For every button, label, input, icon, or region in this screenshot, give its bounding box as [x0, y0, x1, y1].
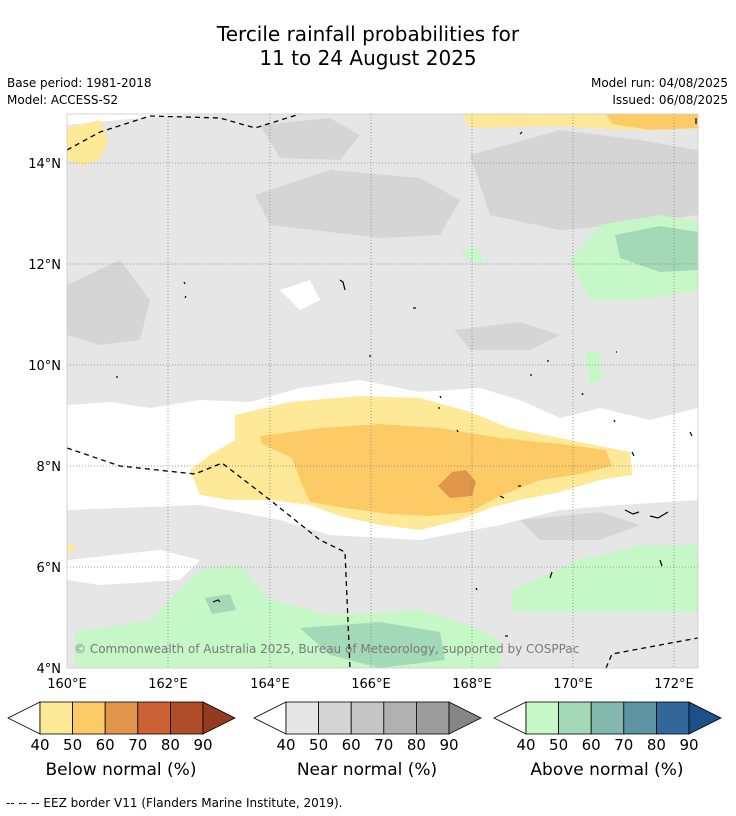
eez-footnote: -- -- -- EEZ border V11 (Flanders Marine…: [6, 796, 343, 810]
near-normal-50-c: [260, 118, 360, 160]
legend-below-swatch: [72, 701, 106, 735]
legend-above-tick: 40: [516, 736, 535, 754]
legend-above-swatch: [558, 701, 592, 735]
legend-below-tick: 50: [63, 736, 82, 754]
legend-below-tick: 70: [128, 736, 147, 754]
legend-below-swatch: [39, 701, 73, 735]
legend-near-low-arrow: [253, 701, 287, 735]
lon-label-172e: 172°E: [654, 677, 694, 692]
legend-near-tick: 80: [407, 736, 426, 754]
legend-above-swatch: [590, 701, 625, 735]
below-normal-40-spot: [67, 544, 74, 552]
legend-near-tick: 70: [374, 736, 393, 754]
title-line-2: 11 to 24 August 2025: [259, 46, 477, 70]
legend-below-tick: 80: [161, 736, 180, 754]
legend-below-tick: 60: [96, 736, 115, 754]
lat-label-8n: 8°N: [37, 460, 62, 475]
white-gap-1: [280, 280, 320, 310]
above-normal-40-spot: [585, 350, 602, 385]
legend-below-swatch: [104, 701, 139, 735]
below-normal-50-central: [260, 424, 612, 516]
above-normal-50-east: [615, 226, 698, 272]
legend-above-tick: 70: [614, 736, 633, 754]
lat-label-10n: 10°N: [28, 359, 61, 374]
lat-label-12n: 12°N: [28, 258, 61, 273]
legend-near-high-arrow: [448, 701, 482, 735]
near-normal-50-e: [455, 322, 560, 350]
map-frame: [66, 113, 699, 669]
legend-below-low-arrow: [7, 701, 41, 735]
legend-caption-below: Below normal (%): [45, 760, 197, 780]
legend-near-swatch: [415, 701, 450, 735]
legend-above-swatch: [623, 701, 657, 735]
lat-label-14n: 14°N: [28, 157, 61, 172]
above-normal-50-spot: [205, 594, 236, 614]
lat-label-4n: 4°N: [37, 662, 62, 677]
above-normal-50-south: [300, 622, 445, 668]
above-normal-40-southeast: [512, 545, 698, 612]
eez-borders: [66, 113, 699, 669]
near-normal-50-f: [520, 512, 640, 540]
below-normal-40-northwest: [67, 120, 108, 166]
legend-below-tick: 90: [193, 736, 212, 754]
near-normal-50-d: [67, 260, 150, 345]
lon-label-166e: 166°E: [351, 677, 391, 692]
legend-near-swatch: [285, 701, 319, 735]
legend-near-tick: 60: [342, 736, 361, 754]
lon-label-160e: 160°E: [47, 677, 87, 692]
legend-above-tick: 50: [549, 736, 568, 754]
white-gap-2: [67, 550, 200, 585]
legend-above-swatch: [656, 701, 690, 735]
legend-below-high-arrow: [202, 701, 236, 735]
issued-date: Issued: 06/08/2025: [612, 93, 728, 107]
base-period: Base period: 1981-2018: [7, 76, 152, 90]
lon-label-168e: 168°E: [452, 677, 492, 692]
legend-near-swatch: [318, 701, 352, 735]
below-normal-60-central: [438, 470, 476, 498]
islands: [116, 118, 697, 637]
model-run: Model run: 04/08/2025: [590, 76, 728, 90]
legend-near-tick: 40: [276, 736, 295, 754]
legend-caption-near: Near normal (%): [296, 760, 438, 780]
near-normal-50-b: [470, 130, 698, 230]
legend-below-swatch: [137, 701, 171, 735]
above-normal-40-spot-2: [462, 248, 484, 262]
legend-above-low-arrow: [493, 701, 527, 735]
copyright-note: © Commonwealth of Australia 2025, Bureau…: [74, 642, 579, 656]
legend-near-swatch: [383, 701, 417, 735]
legend-above-tick: 60: [582, 736, 601, 754]
lon-label-164e: 164°E: [250, 677, 290, 692]
lat-label-6n: 6°N: [37, 561, 62, 576]
legend-above-tick: 90: [679, 736, 698, 754]
legend-below-tick: 40: [30, 736, 49, 754]
legend-above-high-arrow: [688, 701, 722, 735]
legend-caption-above: Above normal (%): [530, 760, 684, 780]
legend-above-swatch: [525, 701, 559, 735]
lon-label-162e: 162°E: [148, 677, 188, 692]
model-name: Model: ACCESS-S2: [7, 93, 119, 107]
below-normal-50-north: [606, 114, 698, 130]
legend-near-swatch: [350, 701, 385, 735]
legend-below-swatch: [169, 701, 204, 735]
near-normal-50-a: [255, 170, 460, 238]
probability-regions: [67, 114, 698, 668]
lon-label-170e: 170°E: [553, 677, 593, 692]
legend-near-tick: 50: [309, 736, 328, 754]
title-line-1: Tercile rainfall probabilities for: [216, 22, 520, 46]
legend-near-tick: 90: [439, 736, 458, 754]
map-gridlines: [67, 114, 698, 668]
legend-above-tick: 80: [647, 736, 666, 754]
